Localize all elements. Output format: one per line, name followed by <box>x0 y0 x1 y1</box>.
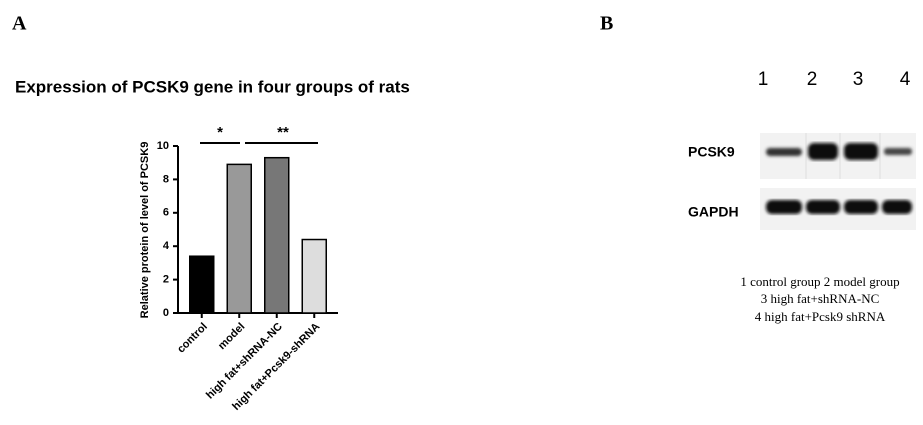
row-label: PCSK9 <box>688 144 735 160</box>
y-axis-label: Relative protein of level of PCSK9 <box>139 142 151 319</box>
bar <box>190 256 214 313</box>
caption-line: 1 control group 2 model group <box>740 274 899 289</box>
row-label: GAPDH <box>688 204 739 220</box>
lane-label: 4 <box>900 69 911 90</box>
significance-label: ** <box>277 124 289 141</box>
y-tick-label: 8 <box>163 173 169 185</box>
y-tick-label: 0 <box>163 307 169 319</box>
y-tick-label: 4 <box>163 240 170 252</box>
chart-title: Expression of PCSK9 gene in four groups … <box>15 77 410 96</box>
bar <box>265 158 289 313</box>
x-tick-label: control <box>175 321 210 356</box>
bar <box>227 164 251 313</box>
y-tick-label: 10 <box>157 140 169 152</box>
panel-label: A <box>12 13 27 35</box>
lane-label: 3 <box>853 69 864 90</box>
caption-line: 4 high fat+Pcsk9 shRNA <box>755 309 886 324</box>
lane-label: 1 <box>758 69 769 90</box>
lane-label: 2 <box>807 69 818 90</box>
blot <box>760 133 916 230</box>
y-tick-label: 2 <box>163 274 169 286</box>
x-tick-label: model <box>216 321 247 352</box>
bar <box>302 240 326 313</box>
panel-label: B <box>600 13 613 35</box>
y-tick-label: 6 <box>163 207 169 219</box>
significance-label: * <box>217 124 223 141</box>
figure: A Expression of PCSK9 gene in four group… <box>0 0 923 425</box>
caption-line: 3 high fat+shRNA-NC <box>761 291 880 306</box>
